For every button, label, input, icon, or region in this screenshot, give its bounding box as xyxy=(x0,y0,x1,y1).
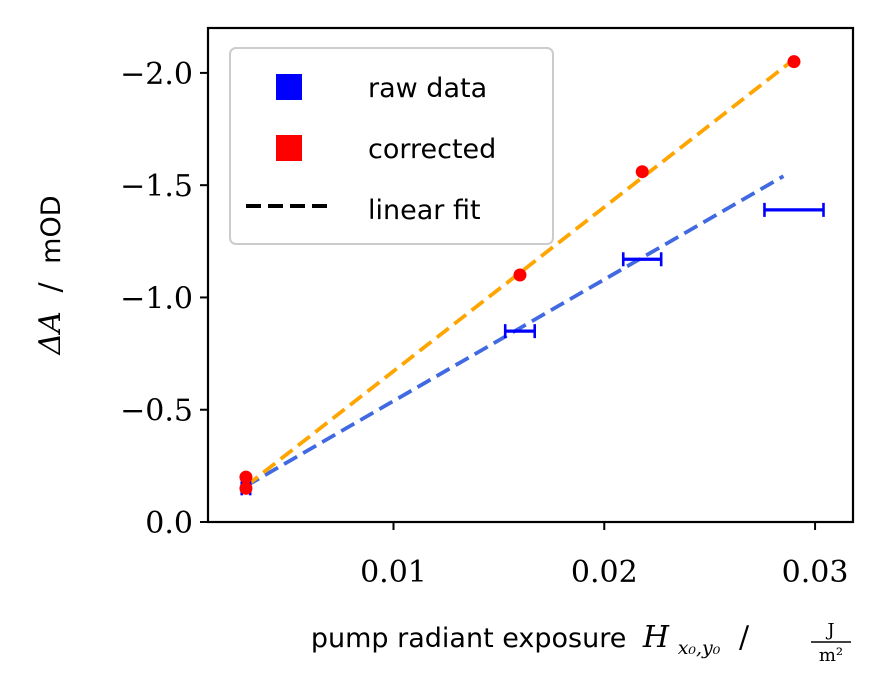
y-tick-label-0: 0.0 xyxy=(145,506,193,541)
x-axis-label-symbol: H xyxy=(642,620,670,655)
x-axis-unit: J m² xyxy=(811,620,851,666)
legend-label-linear-fit: linear fit xyxy=(368,195,481,226)
y-axis-label: ΔA / mOD xyxy=(33,196,68,356)
raw-data-point-1 xyxy=(503,324,537,339)
corrected-point-1 xyxy=(239,481,253,495)
x-axis-unit-denominator: m² xyxy=(819,645,843,666)
legend: raw data corrected linear fit xyxy=(229,47,554,245)
legend-box xyxy=(229,47,554,245)
x-axis-label: pump radiant exposure H x₀,y₀ / xyxy=(311,620,750,661)
y-axis-label-separator: / xyxy=(33,282,68,293)
plot-frame xyxy=(206,26,855,524)
y-axis-label-symbol: ΔA xyxy=(33,311,68,355)
x-axis-unit-numerator: J xyxy=(825,620,834,641)
y-tick-label-3: −1.5 xyxy=(120,169,193,204)
x-tick-label-1: 0.02 xyxy=(571,555,638,590)
raw-data-point-2 xyxy=(621,252,663,267)
x-axis-label-separator: / xyxy=(739,620,750,655)
y-tick-label-1: −0.5 xyxy=(120,394,193,429)
raw-data-point-3 xyxy=(763,202,825,217)
legend-label-raw-data: raw data xyxy=(368,73,487,104)
x-tick-label-2: 0.03 xyxy=(782,555,849,590)
fit-line-3 xyxy=(244,57,796,488)
legend-marker-corrected xyxy=(276,135,302,161)
data-marks xyxy=(239,55,825,496)
y-tick-label-4: −2.0 xyxy=(120,57,193,92)
x-axis-ticks: 0.01 0.02 0.03 xyxy=(360,522,848,590)
legend-label-corrected: corrected xyxy=(368,134,496,165)
y-axis-ticks: 0.0 −0.5 −1.0 −1.5 −2.0 xyxy=(120,57,208,541)
y-tick-label-2: −1.0 xyxy=(120,281,193,316)
legend-marker-raw-data xyxy=(276,74,302,100)
y-axis-label-unit: mOD xyxy=(36,196,67,264)
x-axis-label-subscript: x₀,y₀ xyxy=(678,637,721,659)
corrected-point-3 xyxy=(635,165,649,179)
corrected-point-2 xyxy=(513,268,527,282)
x-tick-label-0: 0.01 xyxy=(360,555,427,590)
x-axis-label-text: pump radiant exposure xyxy=(311,623,626,654)
corrected-point-4 xyxy=(787,55,801,69)
corrected-point-0 xyxy=(239,470,253,484)
